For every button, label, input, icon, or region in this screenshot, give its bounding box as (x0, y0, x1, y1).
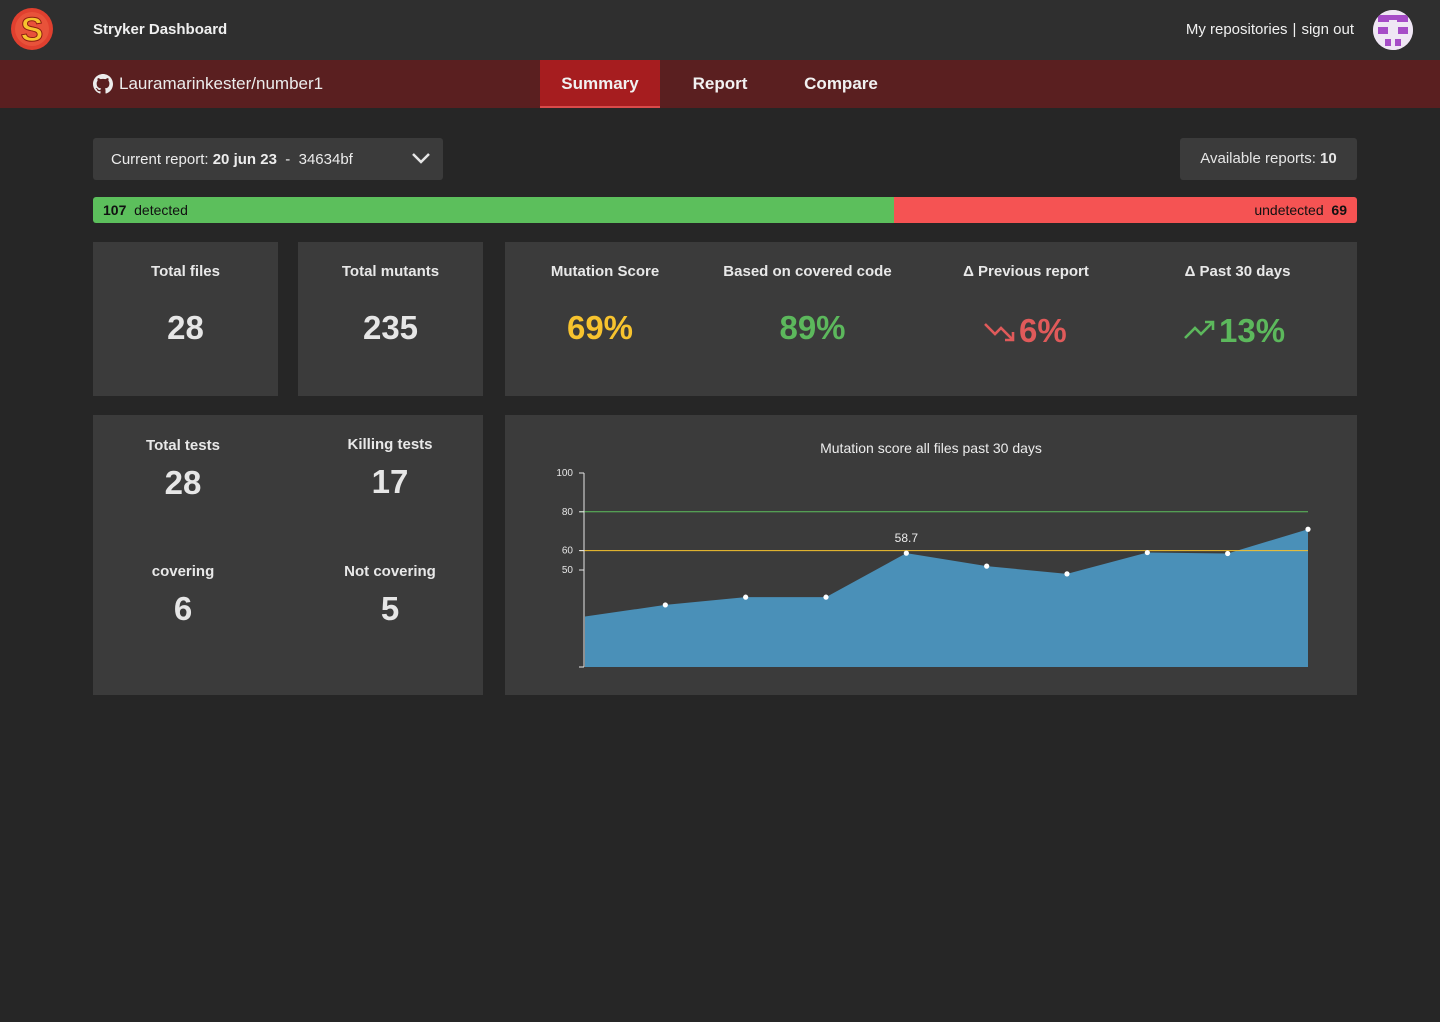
total-mutants-label: Total mutants (341, 263, 440, 280)
repository-name[interactable]: Lauramarinkester/number1 (93, 74, 323, 94)
detected-label: detected (134, 202, 188, 218)
top-links: My repositories | sign out (1186, 21, 1354, 38)
report-select-prefix: Current report: (111, 151, 209, 168)
trending-up-icon (1184, 320, 1215, 339)
chevron-down-icon (412, 153, 430, 164)
available-reports: Available reports: 10 (1180, 138, 1357, 180)
not-covering-label: Not covering (344, 563, 436, 580)
chart-card: Mutation score all files past 30 days 50… (505, 415, 1357, 695)
mutant-progress-bar: 107 detected undetected 69 (93, 197, 1357, 223)
report-dash: - (285, 151, 291, 168)
detected-segment: 107 detected (93, 197, 894, 223)
trending-down-icon (984, 323, 1015, 342)
past-30-days-value: 13% (1219, 312, 1286, 349)
svg-text:S: S (21, 11, 44, 49)
covering-value: 6 (173, 590, 193, 627)
detected-count: 107 (103, 202, 127, 218)
sign-out-link[interactable]: sign out (1301, 21, 1354, 38)
undetected-count: 69 (1331, 202, 1347, 218)
link-separator: | (1292, 21, 1297, 38)
killing-tests-label: Killing tests (347, 436, 433, 453)
past-30-days-stat: 13% (1183, 312, 1285, 350)
avatar[interactable] (1373, 10, 1413, 50)
available-reports-count: 10 (1320, 150, 1337, 167)
github-icon (93, 74, 113, 94)
data-point (1064, 571, 1070, 577)
undetected-segment: undetected 69 (893, 197, 1357, 223)
sub-navigation: Lauramarinkester/number1 Summary Report … (0, 60, 1440, 108)
report-date: 20 jun 23 (212, 151, 277, 168)
y-tick-label: 100 (556, 468, 573, 479)
previous-report-label: Δ Previous report (963, 263, 1089, 280)
tab-compare[interactable]: Compare (804, 74, 878, 93)
tab-report[interactable]: Report (692, 74, 748, 93)
my-repositories-link[interactable]: My repositories (1185, 21, 1288, 38)
avatar-identicon-icon (1373, 10, 1413, 50)
total-mutants-card: Total mutants 235 (298, 242, 483, 396)
scores-card: Mutation Score 69% Based on covered code… (505, 242, 1357, 396)
total-files-label: Total files (151, 263, 220, 280)
data-point (1225, 550, 1231, 557)
report-commit: 34634bf (298, 151, 353, 168)
data-point (662, 602, 668, 608)
killing-tests-value: 17 (371, 463, 409, 500)
data-point (743, 594, 749, 600)
y-tick-label: 80 (562, 507, 574, 518)
previous-report-value: 6% (1019, 312, 1067, 349)
covered-code-label: Based on covered code (723, 263, 892, 280)
total-tests-value: 28 (164, 464, 202, 501)
total-tests-label: Total tests (146, 437, 220, 454)
data-label: 58.7 (895, 531, 919, 545)
past-30-days-label: Δ Past 30 days (1184, 263, 1291, 280)
not-covering-value: 5 (380, 590, 400, 627)
top-bar: S Stryker Dashboard My repositories | sign… (0, 0, 1440, 60)
report-select-text: Current report: 20 jun 23 - 34634bf (111, 151, 353, 168)
stryker-logo-icon[interactable]: S (10, 7, 54, 51)
available-reports-label: Available reports: (1200, 150, 1316, 167)
previous-report-stat: 6% (983, 312, 1067, 350)
tests-card: Total tests 28 Killing tests 17 covering… (93, 415, 483, 695)
y-tick-label: 60 (562, 546, 574, 557)
covering-label: covering (151, 563, 215, 580)
covered-code-value: 89% (779, 309, 846, 346)
data-point (1305, 526, 1311, 532)
report-select[interactable]: Current report: 20 jun 23 - 34634bf (93, 138, 443, 180)
repository-label: Lauramarinkester/number1 (119, 74, 324, 93)
data-point (1144, 549, 1150, 556)
tab-summary[interactable]: Summary (540, 60, 660, 108)
data-point (823, 594, 829, 600)
app-title[interactable]: Stryker Dashboard (93, 21, 228, 38)
mutation-score-label: Mutation Score (550, 263, 660, 280)
data-point (984, 563, 990, 569)
total-mutants-value: 235 (362, 309, 419, 346)
chart-title: Mutation score all files past 30 days (820, 440, 1042, 456)
total-files-card: Total files 28 (93, 242, 278, 396)
total-files-value: 28 (167, 309, 204, 346)
area-series (585, 529, 1308, 667)
data-point (903, 550, 909, 556)
mutation-score-chart: 50 60 80 100 58.7 (556, 468, 1311, 668)
undetected-label: undetected (1254, 202, 1324, 218)
mutation-score-value: 69% (566, 309, 634, 346)
y-tick-label: 50 (562, 565, 574, 576)
